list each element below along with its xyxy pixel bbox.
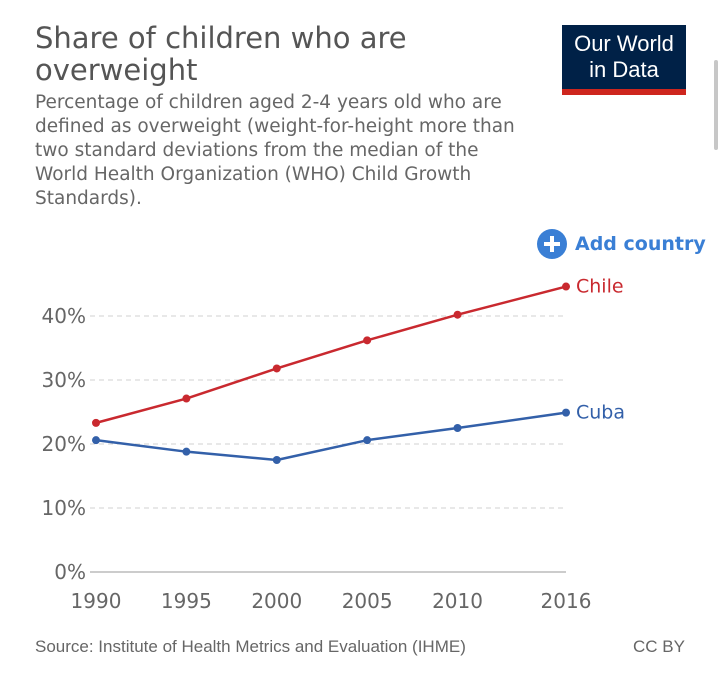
- add-country-button[interactable]: Add country: [537, 228, 706, 260]
- owid-logo[interactable]: Our World in Data: [562, 25, 686, 95]
- data-point-chile: [182, 394, 191, 403]
- data-point-cuba: [92, 436, 100, 445]
- logo-line-2: in Data: [589, 57, 659, 82]
- y-tick-label: 30%: [42, 368, 86, 392]
- x-tick-label: 2000: [251, 589, 302, 613]
- data-point-chile: [562, 282, 570, 291]
- data-point-chile: [92, 418, 100, 427]
- y-tick-label: 10%: [42, 496, 86, 520]
- data-point-cuba: [363, 436, 372, 445]
- plus-circle-icon: [537, 229, 567, 259]
- series-line-cuba: [94, 411, 568, 462]
- logo-line-1: Our World: [574, 31, 674, 56]
- data-point-chile: [453, 310, 462, 319]
- chart-subtitle: Percentage of children aged 2-4 years ol…: [35, 92, 515, 209]
- source-note[interactable]: Source: Institute of Health Metrics and …: [35, 637, 466, 656]
- x-tick-label: 1990: [71, 589, 122, 613]
- data-point-cuba: [182, 447, 191, 456]
- x-tick-label: 1995: [161, 589, 212, 613]
- y-tick-label: 40%: [42, 304, 86, 328]
- scrollbar[interactable]: [714, 60, 718, 150]
- series-label-chile: Chile: [576, 276, 624, 298]
- add-country-label: Add country: [575, 233, 706, 255]
- license-link[interactable]: CC BY: [633, 637, 685, 656]
- x-tick-label: 2005: [342, 589, 393, 613]
- x-tick-label: 2010: [432, 589, 483, 613]
- data-point-cuba: [562, 408, 570, 417]
- x-tick-label: 2016: [541, 589, 592, 613]
- chart-title: Share of children who are overweight: [35, 21, 407, 87]
- data-point-chile: [272, 364, 281, 373]
- series-line-chile: [94, 285, 568, 425]
- y-tick-label: 20%: [42, 432, 86, 456]
- data-point-cuba: [453, 424, 462, 432]
- data-point-cuba: [272, 456, 281, 464]
- data-point-chile: [363, 336, 372, 345]
- y-tick-label: 0%: [54, 560, 86, 584]
- series-label-cuba: Cuba: [576, 402, 625, 424]
